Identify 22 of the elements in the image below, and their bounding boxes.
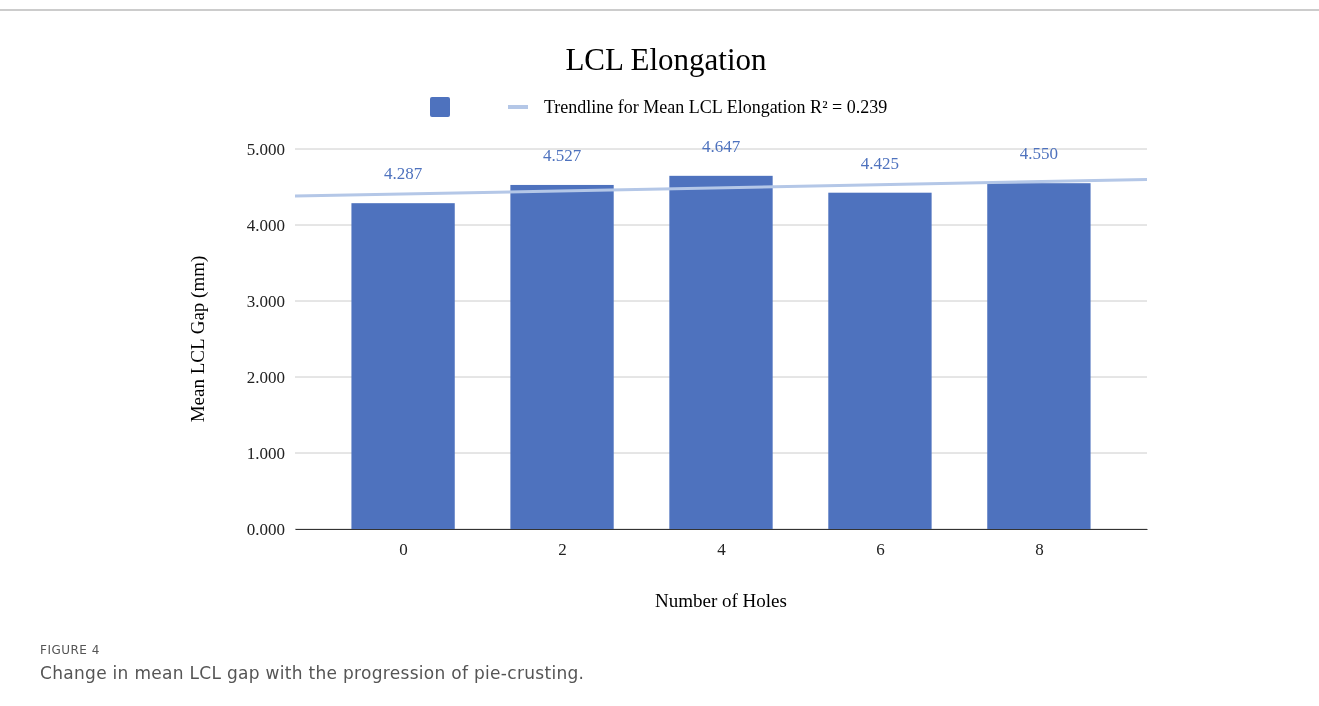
data-label: 4.425	[860, 153, 900, 173]
x-tick-label: 4	[717, 540, 727, 560]
data-label: 4.287	[383, 164, 423, 184]
y-tick-label: 3.000	[246, 291, 285, 311]
y-tick-label: 1.000	[246, 443, 285, 463]
x-tick-label: 2	[558, 540, 567, 560]
chart-title: LCL Elongation	[565, 42, 768, 77]
data-label: 4.550	[1019, 144, 1059, 164]
legend-label: Trendline for Mean LCL Elongation R² = 0.239	[544, 97, 888, 117]
caption: FIGURE 4	[40, 643, 100, 657]
x-tick-label: 6	[876, 540, 885, 560]
y-tick-label: 4.000	[246, 215, 285, 235]
data-label: 4.647	[701, 136, 741, 156]
x-tick-label: 0	[399, 540, 408, 560]
data-label: 4.527	[542, 145, 582, 165]
x-tick-label: 8	[1035, 540, 1044, 560]
x-axis-title: Number of Holes	[655, 590, 787, 611]
y-tick-label: 5.000	[246, 139, 285, 159]
y-tick-label: 2.000	[246, 367, 285, 387]
y-tick-label: 0.000	[246, 519, 285, 539]
y-axis-title: Mean LCL Gap (mm)	[187, 255, 209, 423]
text: Change in mean LCL gap with the progression of pie-crusting.	[40, 663, 585, 683]
